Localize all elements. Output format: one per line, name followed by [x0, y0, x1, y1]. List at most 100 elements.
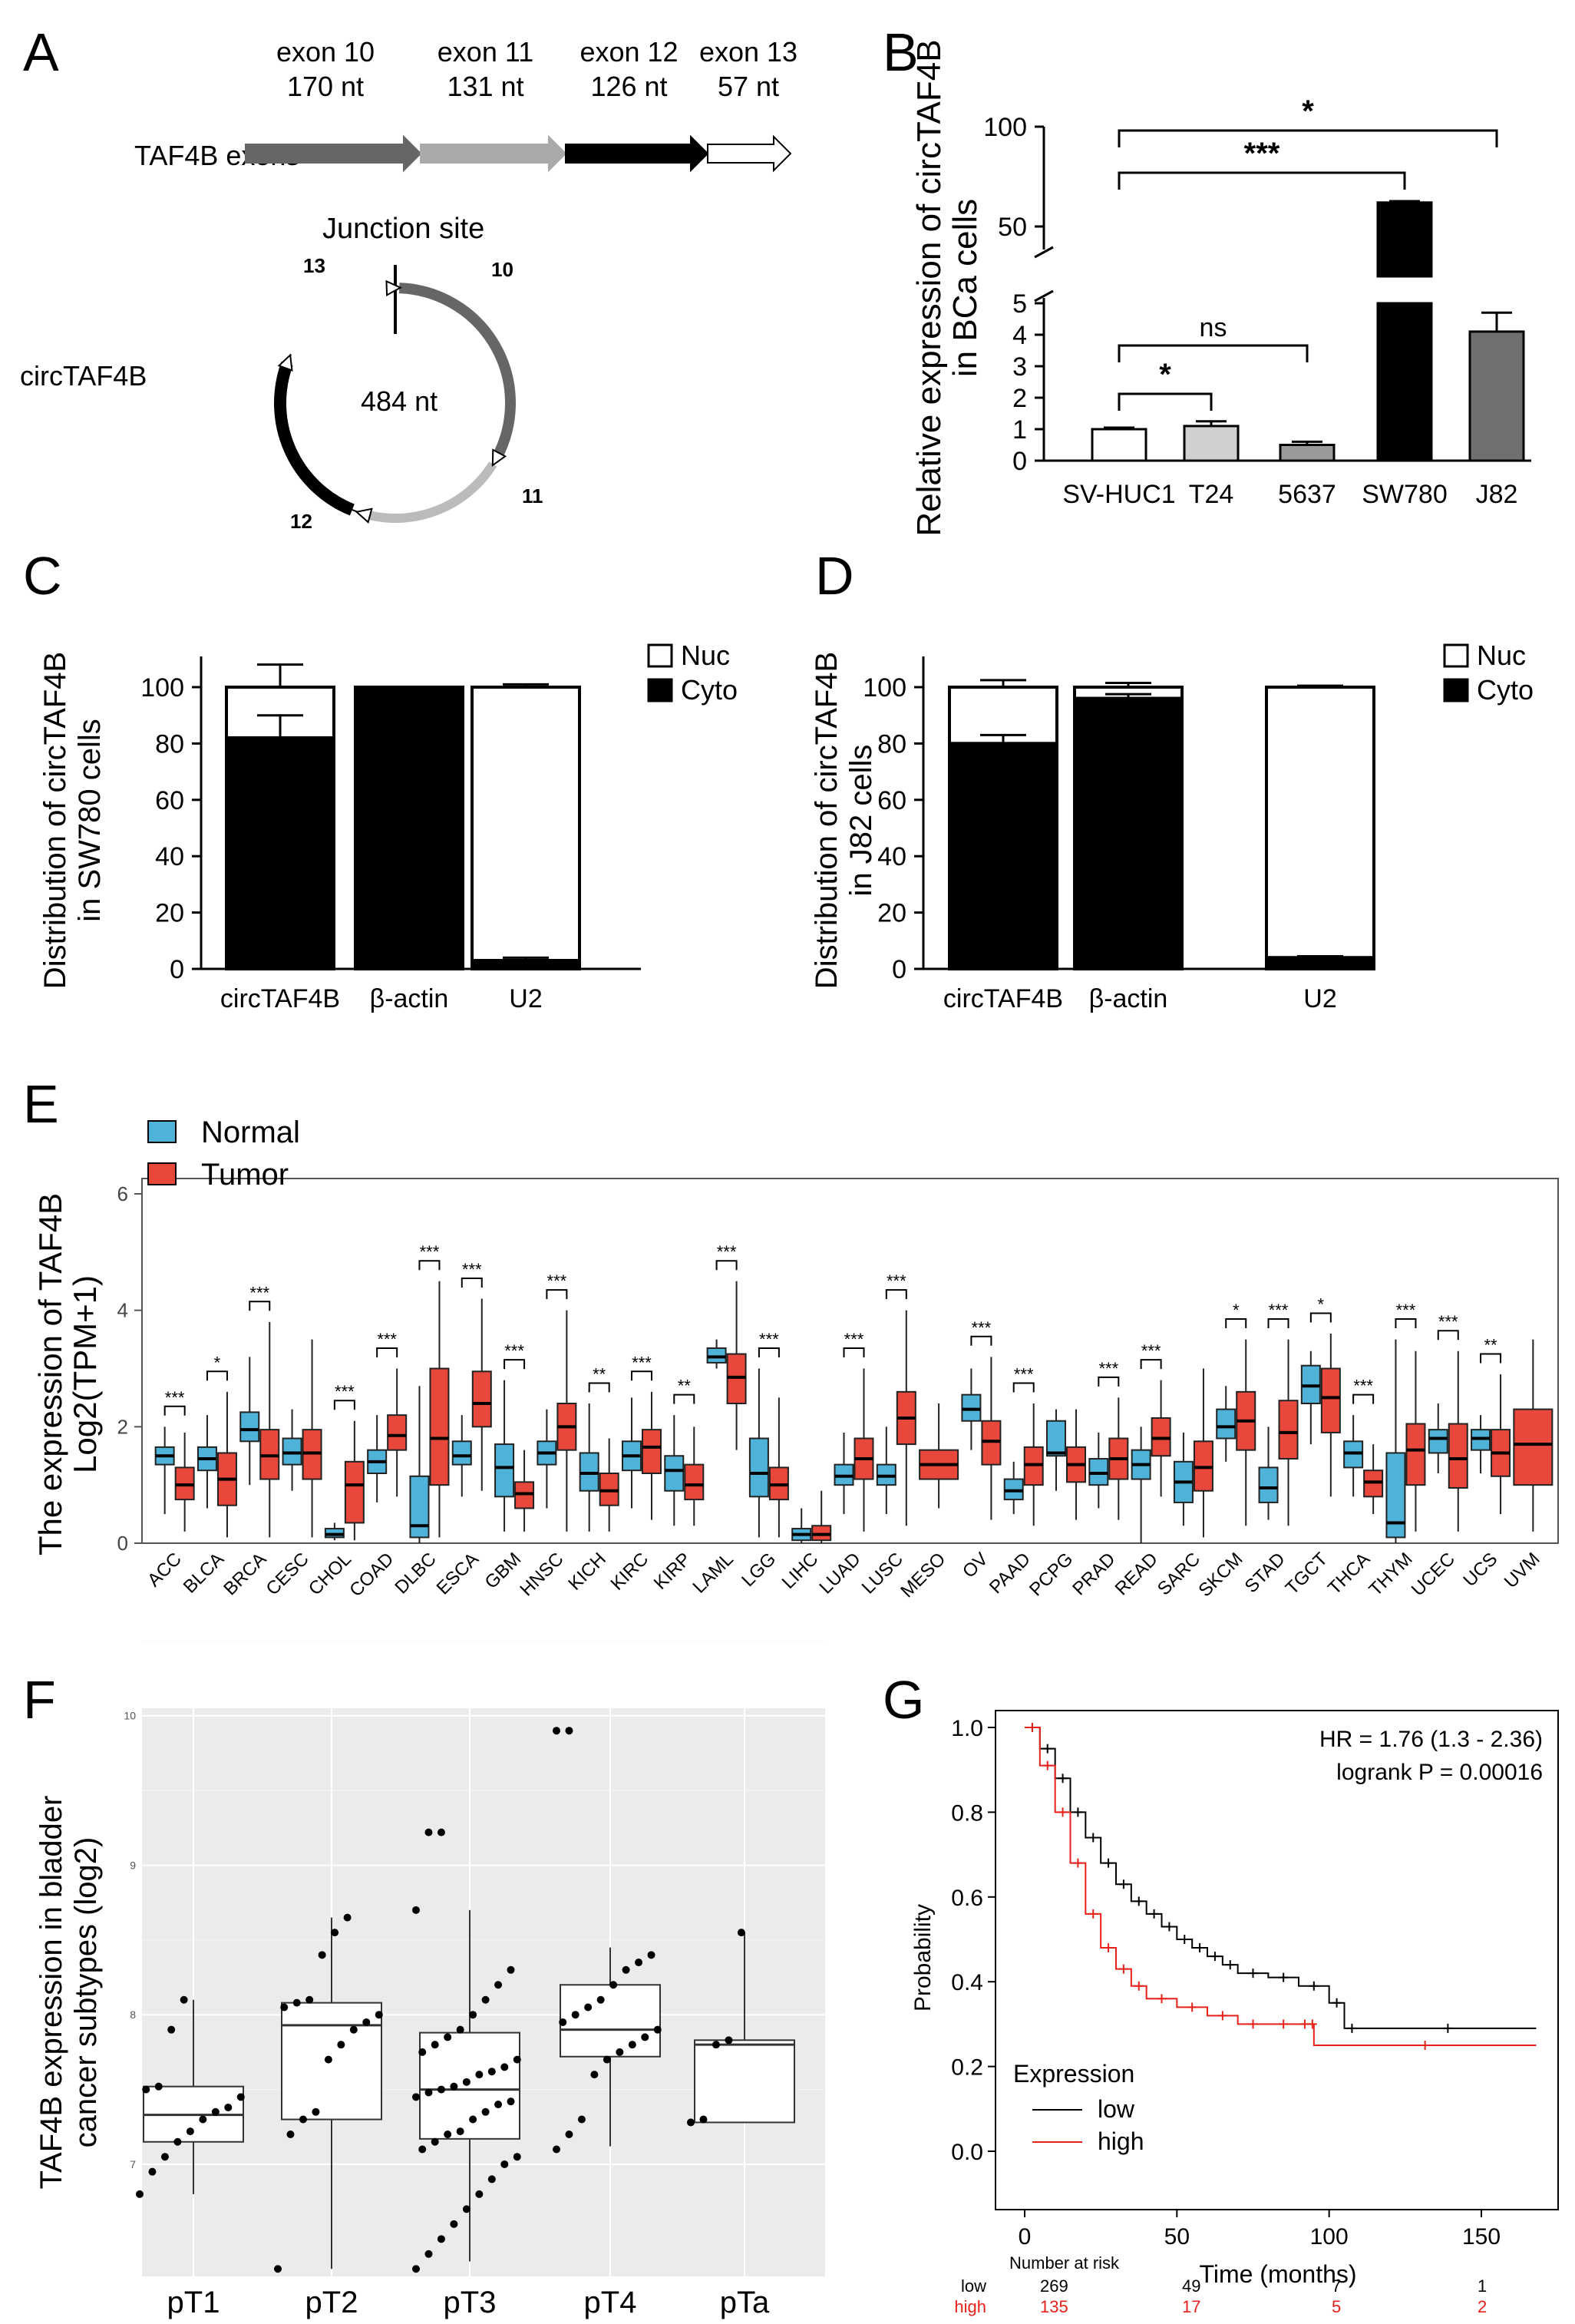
significance-bracket [1267, 1318, 1289, 1329]
data-point [167, 2025, 176, 2034]
x-tick-label: KIRP [650, 1549, 695, 1594]
censor-mark [1104, 1943, 1114, 1953]
y-tick-label: 100 [983, 113, 1027, 142]
data-point [513, 2055, 521, 2064]
significance-bracket [1480, 1353, 1502, 1364]
significance-bracket [249, 1301, 271, 1311]
box [1513, 1408, 1554, 1486]
x-tick-label: BRCA [220, 1549, 270, 1599]
significance-label: *** [547, 1271, 567, 1291]
box [1258, 1466, 1279, 1503]
data-point [424, 1828, 433, 1836]
data-point [553, 2145, 560, 2154]
data-point [462, 2205, 471, 2213]
data-point [571, 2011, 579, 2019]
x-tick-label: CESC [262, 1549, 313, 1599]
bar-cyto [225, 736, 335, 970]
significance-label: *** [632, 1353, 652, 1372]
y-tick-label: 0 [170, 955, 184, 984]
x-tick-label: pT4 [584, 2286, 637, 2319]
y-tick-label: 4 [117, 1299, 128, 1322]
censor-mark [1187, 2002, 1197, 2012]
legend-title: Expression [1013, 2060, 1134, 2088]
legend-label: Nuc [1477, 640, 1526, 671]
x-tick-label: 100 [1310, 2224, 1349, 2250]
data-point [462, 2078, 471, 2086]
significance-bracket [1309, 1312, 1332, 1323]
significance-label: * [1159, 358, 1171, 392]
data-point [431, 2137, 439, 2146]
bar-cyto [948, 742, 1058, 971]
box [694, 2039, 795, 2124]
x-tick-label: OV [959, 1549, 992, 1582]
censor-mark [1149, 1909, 1159, 1919]
significance-label: *** [972, 1318, 992, 1337]
x-tick-label: LAML [688, 1549, 737, 1597]
x-tick-label: THCA [1324, 1549, 1374, 1598]
exon-name: exon 11 [438, 36, 533, 68]
data-point [418, 2048, 427, 2056]
panel-label-c: C [23, 546, 62, 606]
axis-break [1034, 289, 1054, 302]
censor-mark [1134, 1981, 1144, 1991]
box [239, 1411, 260, 1443]
significance-bracket [1118, 171, 1406, 190]
x-tick-label: PRAD [1068, 1549, 1119, 1599]
significance-bracket [673, 1393, 695, 1404]
bar [1183, 425, 1240, 462]
exon-length: 57 nt [718, 71, 779, 102]
data-point [160, 2153, 169, 2161]
data-point [500, 2160, 509, 2168]
data-point [136, 2190, 144, 2198]
data-point [584, 2003, 593, 2012]
significance-bracket [885, 1289, 907, 1300]
significance-label: ** [1484, 1336, 1497, 1355]
censor-mark [1058, 1807, 1068, 1817]
arrowhead-11 [355, 507, 373, 524]
y-tick-label: 50 [998, 213, 1027, 242]
data-point [299, 2115, 307, 2124]
data-point [577, 2115, 586, 2124]
bar-lower [1376, 302, 1433, 462]
censor-mark [1118, 1964, 1128, 1974]
y-tick-label: 1 [1012, 415, 1027, 445]
significance-bracket [715, 1260, 738, 1271]
significance-label: *** [1269, 1301, 1289, 1320]
x-axis-label: Time (months) [1199, 2260, 1356, 2288]
censor-mark [1042, 1744, 1052, 1754]
data-point [362, 2018, 371, 2026]
circ-label: circTAF4B [20, 360, 147, 392]
segment-exon12 [274, 361, 355, 516]
exon-length: 170 nt [287, 71, 364, 102]
data-point [456, 2127, 464, 2136]
risk-table-title: Number at risk [1009, 2253, 1120, 2273]
x-tick-label: 0 [1019, 2224, 1032, 2250]
x-tick-label: SV-HUC1 [1062, 480, 1175, 509]
data-point [494, 1981, 503, 1989]
censor-mark [1027, 1723, 1037, 1732]
box [409, 1475, 430, 1539]
significance-bracket [970, 1335, 992, 1346]
bar-cyto [471, 958, 581, 970]
exon-length: 126 nt [590, 71, 667, 102]
data-point [424, 2088, 433, 2097]
legend-swatch-cyto [1443, 678, 1469, 702]
data-point [412, 2093, 420, 2101]
data-point [641, 2033, 649, 2041]
data-point [180, 1995, 188, 2004]
y-tick-label: 100 [863, 673, 906, 702]
significance-label: *** [504, 1341, 524, 1360]
x-tick-label: β-actin [370, 984, 449, 1013]
significance-bracket [1352, 1393, 1375, 1404]
y-axis-label: in J82 cells [844, 745, 878, 897]
data-point [603, 2055, 611, 2064]
y-tick-label: 80 [877, 729, 906, 759]
data-point [418, 2145, 427, 2154]
data-point [469, 2115, 477, 2124]
x-tick-label: pT3 [444, 2286, 497, 2319]
data-point [481, 1995, 490, 2004]
significance-label: *** [759, 1330, 779, 1349]
censor-mark [1195, 1943, 1205, 1953]
data-point [331, 1929, 339, 1937]
